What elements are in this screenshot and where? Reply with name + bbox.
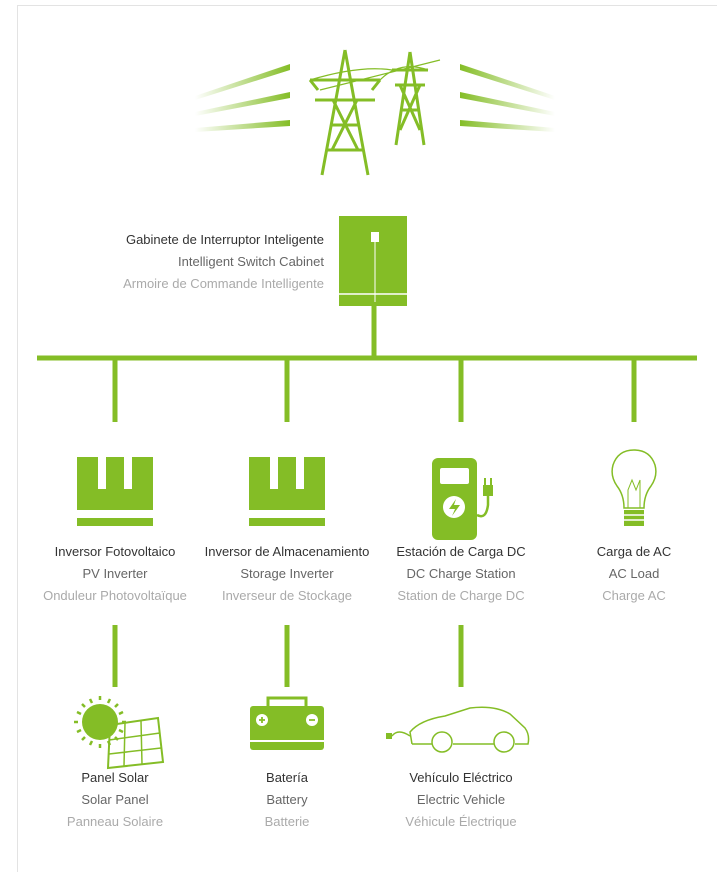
node-label: Armoire de Commande Intelligente (123, 276, 324, 291)
node-label: Batería (266, 770, 309, 785)
node-label: Batterie (265, 814, 310, 829)
pv-inverter-icon (77, 457, 153, 526)
node-label: Storage Inverter (240, 566, 334, 581)
node-label: Gabinete de Interruptor Inteligente (126, 232, 324, 247)
node-label: Charge AC (602, 588, 666, 603)
node-label: Estación de Carga DC (396, 544, 525, 559)
node-label: Battery (266, 792, 308, 807)
node-label: Carga de AC (597, 544, 671, 559)
node-label: PV Inverter (82, 566, 148, 581)
grid-icon (195, 50, 555, 175)
node-label: Electric Vehicle (417, 792, 505, 807)
node-label: Solar Panel (81, 792, 148, 807)
solar-icon (74, 696, 163, 768)
bulb-icon (612, 450, 656, 526)
diagram: Gabinete de Interruptor Inteligente Intel… (0, 0, 717, 872)
node-label: Vehículo Eléctrico (409, 770, 512, 785)
battery-icon (250, 698, 324, 750)
cabinet-icon (339, 216, 407, 306)
node-label: Inversor de Almacenamiento (205, 544, 370, 559)
car-icon (386, 707, 529, 752)
node-label: AC Load (609, 566, 660, 581)
node-label: Inversor Fotovoltaico (55, 544, 176, 559)
node-label: DC Charge Station (406, 566, 515, 581)
node-label: Intelligent Switch Cabinet (178, 254, 324, 269)
node-label: Onduleur Photovoltaïque (43, 588, 187, 603)
node-label: Panel Solar (81, 770, 149, 785)
node-label: Véhicule Électrique (405, 814, 516, 829)
node-label: Panneau Solaire (67, 814, 163, 829)
node-label: Inverseur de Stockage (222, 588, 352, 603)
charger-icon (432, 458, 493, 540)
storage-inverter-icon (249, 457, 325, 526)
node-label: Station de Charge DC (397, 588, 524, 603)
